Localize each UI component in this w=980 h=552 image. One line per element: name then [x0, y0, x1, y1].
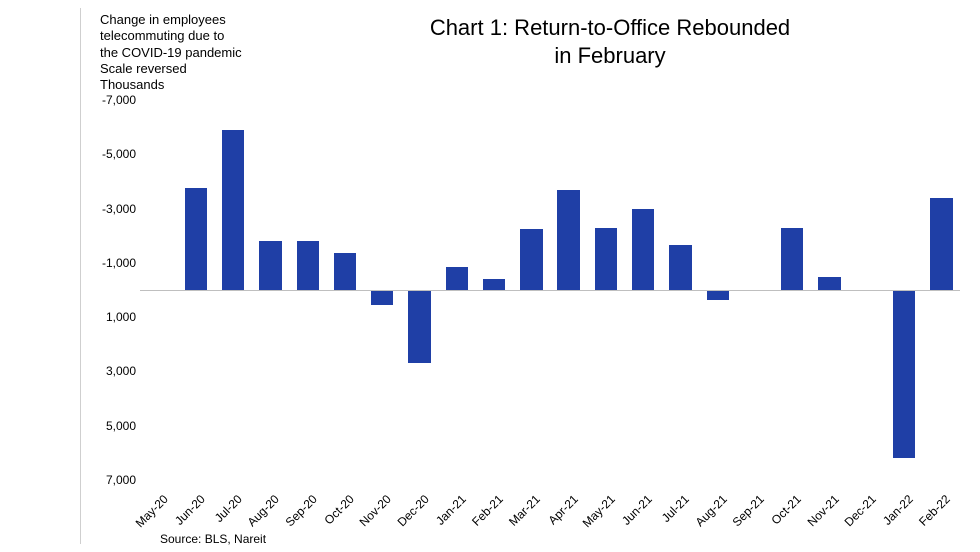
x-tick-label: Jan-22: [871, 492, 916, 537]
bar: [707, 290, 729, 300]
bar: [446, 267, 468, 290]
y-caption-line: Change in employees: [100, 12, 226, 27]
source-text: Source: BLS, Nareit: [160, 532, 266, 546]
y-caption-line: Thousands: [100, 77, 164, 92]
bar: [557, 190, 579, 290]
bar: [893, 290, 915, 458]
x-tick-label: Nov-21: [796, 492, 841, 537]
y-tick-label: 7,000: [92, 473, 136, 487]
y-tick-label: 1,000: [92, 310, 136, 324]
x-tick-label: Oct-20: [312, 492, 357, 537]
x-tick-label: Sep-21: [722, 492, 767, 537]
y-caption-line: telecommuting due to: [100, 28, 224, 43]
plot-area: -7,000-5,000-3,000-1,0001,0003,0005,0007…: [140, 100, 960, 480]
bar: [520, 229, 542, 290]
zero-line: [140, 290, 960, 291]
y-axis-caption: Change in employeestelecommuting due to t…: [100, 12, 280, 93]
x-tick-label: Feb-21: [461, 492, 506, 537]
y-tick-label: -5,000: [92, 147, 136, 161]
x-tick-label: Aug-21: [684, 492, 729, 537]
y-tick-label: 5,000: [92, 419, 136, 433]
bar: [297, 241, 319, 290]
bar: [595, 228, 617, 290]
y-tick-label: 3,000: [92, 364, 136, 378]
x-tick-label: Jul-21: [647, 492, 692, 537]
x-tick-label: Feb-22: [908, 492, 953, 537]
bar: [781, 228, 803, 290]
x-tick-label: Jul-20: [200, 492, 245, 537]
chart-title: Chart 1: Return-to-Office Rebounded in F…: [300, 14, 920, 69]
bar: [222, 130, 244, 290]
bar: [632, 209, 654, 290]
x-tick-label: May-21: [573, 492, 618, 537]
chart-title-line2: in February: [554, 43, 665, 68]
chart-container: Change in employeestelecommuting due to t…: [0, 0, 980, 552]
x-tick-label: Mar-21: [498, 492, 543, 537]
x-tick-label: Dec-20: [386, 492, 431, 537]
x-tick-label: Jun-20: [163, 492, 208, 537]
bar: [371, 290, 393, 305]
y-tick-label: -7,000: [92, 93, 136, 107]
bar: [334, 253, 356, 290]
y-tick-label: -3,000: [92, 202, 136, 216]
bar: [259, 241, 281, 290]
x-tick-label: May-20: [125, 492, 170, 537]
x-tick-label: Aug-20: [237, 492, 282, 537]
chart-title-line1: Chart 1: Return-to-Office Rebounded: [430, 15, 790, 40]
bar: [483, 279, 505, 290]
x-tick-label: Apr-21: [535, 492, 580, 537]
y-caption-line: the COVID-19 pandemic: [100, 45, 242, 60]
x-tick-label: Sep-20: [274, 492, 319, 537]
bar: [408, 290, 430, 363]
y-tick-label: -1,000: [92, 256, 136, 270]
y-caption-line: Scale reversed: [100, 61, 187, 76]
bar: [669, 245, 691, 290]
bar: [930, 198, 952, 290]
bar: [185, 188, 207, 290]
bar: [818, 277, 840, 290]
x-tick-label: Jun-21: [610, 492, 655, 537]
x-tick-label: Nov-20: [349, 492, 394, 537]
x-tick-label: Dec-21: [833, 492, 878, 537]
x-tick-label: Jan-21: [423, 492, 468, 537]
x-tick-label: Oct-21: [759, 492, 804, 537]
left-margin-rule: [80, 8, 81, 544]
